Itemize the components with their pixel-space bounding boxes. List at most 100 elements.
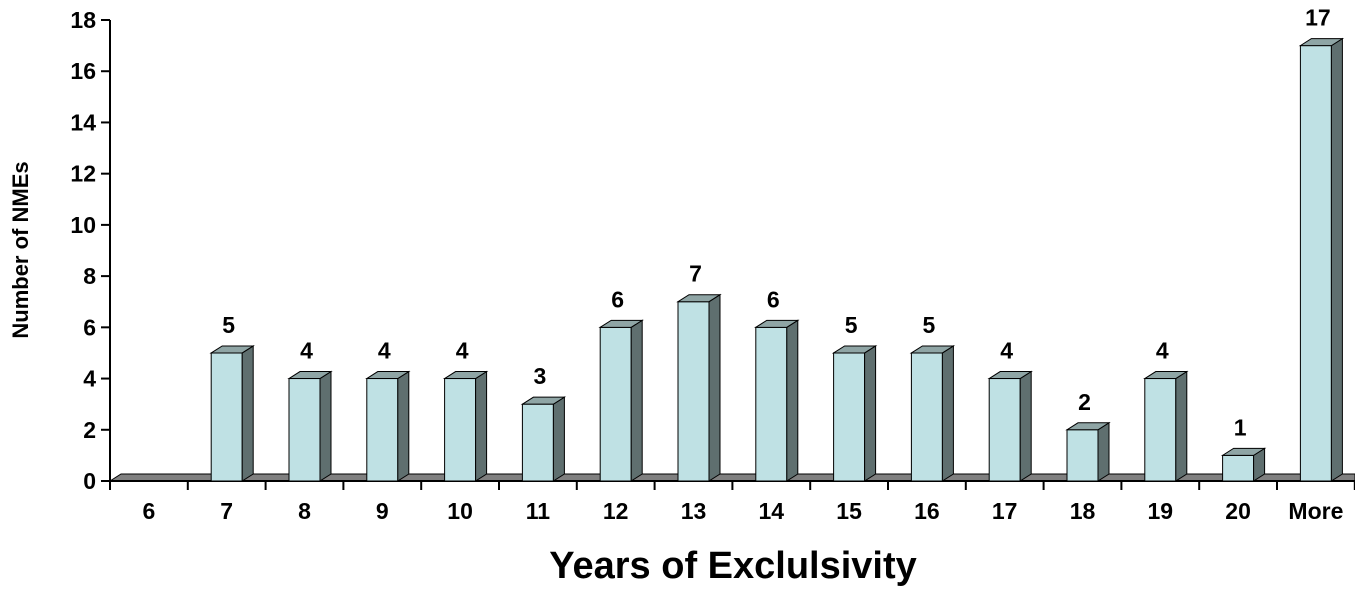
data-label: 2 — [1078, 389, 1091, 415]
bar — [1143, 370, 1189, 482]
bar-front — [1066, 429, 1099, 482]
y-tick-label: 0 — [83, 468, 96, 494]
data-label: 1 — [1234, 414, 1247, 440]
bar-front — [988, 378, 1021, 482]
y-tick-label: 18 — [70, 7, 96, 33]
y-axis: 0 2 4 6 8 10 12 14 16 18 — [70, 7, 111, 494]
x-tick-label: 16 — [914, 498, 940, 524]
bar-front — [521, 403, 554, 482]
x-tick-label: 13 — [681, 498, 707, 524]
x-tick-label: 11 — [526, 498, 551, 524]
bar-top — [1065, 422, 1111, 431]
bar-top — [598, 319, 644, 328]
x-tick-label: More — [1288, 498, 1343, 524]
x-tick-label: 18 — [1070, 498, 1096, 524]
data-label: 6 — [611, 286, 624, 312]
bar-top — [287, 371, 333, 380]
y-tick-label: 4 — [83, 366, 96, 392]
x-tick-label: 8 — [298, 498, 311, 524]
bar-side — [864, 345, 877, 482]
bar-front — [444, 378, 477, 482]
bar-front — [599, 326, 632, 482]
bars — [209, 37, 1345, 482]
bar-top — [909, 345, 956, 354]
bar-side — [786, 319, 799, 482]
bar — [676, 293, 722, 482]
data-label: 4 — [300, 338, 313, 364]
x-axis-title: Years of Exclulsivity — [549, 545, 917, 587]
bar — [365, 370, 411, 482]
bar-front — [210, 352, 243, 482]
x-tick-label: 6 — [143, 498, 156, 524]
bar-top — [754, 319, 800, 328]
bar — [598, 319, 644, 482]
data-label: 4 — [378, 338, 391, 364]
y-tick-label: 2 — [83, 417, 96, 443]
bar — [1298, 37, 1345, 482]
bar-side — [397, 370, 410, 482]
bar-top — [520, 396, 567, 405]
y-tick-label: 12 — [70, 161, 96, 187]
bar-front — [1144, 378, 1177, 482]
bar — [287, 370, 333, 482]
data-label: 6 — [767, 286, 780, 312]
x-tick-label: 17 — [992, 498, 1018, 524]
bar-top — [1220, 447, 1267, 456]
y-tick-label: 14 — [70, 109, 96, 135]
bar-side — [319, 370, 332, 482]
bar — [442, 370, 489, 482]
bar-front — [288, 378, 321, 482]
bar — [1065, 421, 1111, 482]
bar — [209, 345, 255, 482]
x-tick-label: 14 — [759, 498, 785, 524]
bar-front — [1299, 45, 1332, 482]
data-label: 4 — [456, 338, 469, 364]
x-tick-label: 9 — [376, 498, 389, 524]
bar — [987, 370, 1033, 482]
y-tick-label: 8 — [83, 263, 96, 289]
bar — [520, 396, 567, 482]
data-label: 4 — [1000, 338, 1013, 364]
data-label: 3 — [534, 363, 547, 389]
bar-side — [241, 345, 254, 482]
x-tick-label: 19 — [1148, 498, 1174, 524]
data-label: 7 — [689, 261, 702, 287]
bar-top — [365, 371, 411, 380]
x-tick-label: 10 — [447, 498, 473, 524]
bar-top — [442, 371, 489, 380]
bar — [754, 319, 800, 482]
bar — [909, 345, 956, 482]
bar-front — [677, 301, 710, 482]
bar-front — [366, 378, 399, 482]
bar-top — [831, 345, 878, 354]
bar — [831, 345, 878, 482]
bar-top — [209, 345, 255, 354]
bar-top — [987, 371, 1033, 380]
x-tick-label: 20 — [1225, 498, 1251, 524]
data-labels: 5 4 4 4 3 6 7 6 5 5 4 2 4 1 17 — [222, 5, 1330, 441]
x-tick-label: 12 — [603, 498, 629, 524]
y-tick-label: 16 — [70, 58, 96, 84]
bar-top — [1143, 371, 1189, 380]
bar-top — [1298, 38, 1345, 47]
data-label: 17 — [1305, 5, 1331, 31]
x-tick-label: 15 — [836, 498, 862, 524]
bar-front — [1222, 454, 1255, 482]
x-tick-label: 7 — [220, 498, 233, 524]
x-axis: 6 7 8 9 10 11 12 13 14 15 16 17 18 19 20 More — [109, 480, 1355, 524]
data-label: 4 — [1156, 338, 1169, 364]
bar-side — [1330, 37, 1343, 482]
data-label: 5 — [923, 312, 936, 338]
bar-side — [708, 293, 721, 482]
bar-side — [630, 319, 643, 482]
data-label: 5 — [845, 312, 858, 338]
bar-side — [475, 370, 488, 482]
bar-side — [1019, 370, 1032, 482]
y-axis-title: Number of NMEs — [8, 161, 33, 338]
bar-front — [910, 352, 943, 482]
data-label: 5 — [222, 312, 235, 338]
y-tick-label: 6 — [83, 314, 96, 340]
bar-front — [755, 326, 788, 482]
